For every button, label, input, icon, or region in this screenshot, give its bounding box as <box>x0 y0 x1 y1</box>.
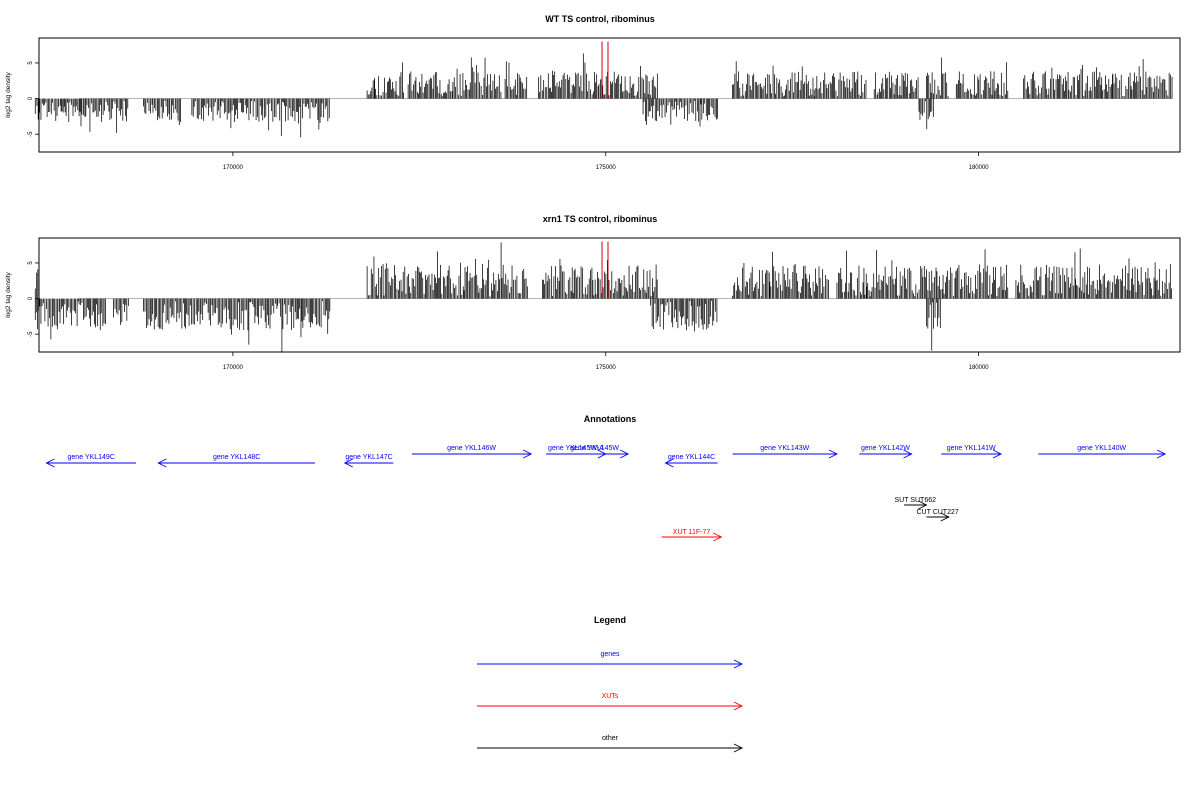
y-axis-label: log2 tag density <box>5 71 12 117</box>
gene-arrow-head <box>619 449 630 459</box>
y-tick-label: -5 <box>28 331 34 337</box>
gene-arrow-head <box>903 449 913 459</box>
gene-arrow-head <box>664 458 674 468</box>
gene-arrow: gene YKL144C <box>664 454 718 468</box>
plot-frame <box>38 237 1181 353</box>
other-arrow: SUT SUT662 <box>895 497 937 510</box>
other-arrow: CUT CUT227 <box>916 509 959 522</box>
gene-label: gene YKL145W-A <box>548 445 604 452</box>
xut-arrow-head <box>713 532 723 542</box>
legend: Legend genes XUTs other <box>477 615 744 753</box>
legend-item-head <box>733 701 744 711</box>
panel-title: xrn1 TS control, ribominus <box>543 214 658 224</box>
x-tick-label: 180000 <box>969 165 990 171</box>
gene-arrow-head <box>343 458 353 468</box>
gene-label: gene YKL143W <box>760 445 809 452</box>
xut-label: XUT 11F-77 <box>673 529 711 536</box>
xut-arrow: XUT 11F-77 <box>661 529 723 542</box>
legend-item: genes <box>477 651 744 669</box>
gene-arrow: gene YKL143W <box>732 445 838 459</box>
gene-label: gene YKL149C <box>68 454 115 461</box>
gene-label: gene YKL147C <box>345 454 392 461</box>
x-axis: 170000 175000 180000 <box>223 152 989 171</box>
gene-arrow: gene YKL148C <box>157 454 315 468</box>
y-tick-label: 0 <box>28 96 34 100</box>
gene-arrow-head <box>828 449 838 459</box>
gene-annotations: gene YKL149C gene YKL148C gene YKL147C gene… <box>45 445 1167 468</box>
y-tick-label: -5 <box>28 131 34 137</box>
other-arrow-head <box>918 500 928 510</box>
gene-arrow: gene YKL146W <box>411 445 533 459</box>
legend-item-head <box>733 659 744 669</box>
x-tick-label: 170000 <box>223 365 244 371</box>
y-tick-label: 5 <box>28 61 34 65</box>
legend-item-head <box>733 743 744 753</box>
legend-item: other <box>477 735 744 753</box>
gene-label: gene YKL144C <box>668 454 715 461</box>
other-annotations: SUT SUT662 CUT CUT227 <box>895 497 959 522</box>
coverage-panel-1: xrn1 TS control, ribominus -5 0 5 log2 tag d… <box>5 214 1181 371</box>
x-tick-label: 175000 <box>596 365 617 371</box>
legend-label: XUTs <box>602 693 619 700</box>
y-tick-label: 0 <box>28 296 34 300</box>
other-label: SUT SUT662 <box>895 497 937 504</box>
gene-arrow-head <box>157 458 167 468</box>
y-axis: -5 0 5 <box>28 61 39 137</box>
legend-label: other <box>602 735 619 742</box>
xut-annotations: XUT 11F-77 <box>661 529 723 542</box>
y-axis-label: log2 tag density <box>5 271 12 317</box>
legend-item: XUTs <box>477 693 744 711</box>
x-axis: 170000 175000 180000 <box>223 352 989 371</box>
density-bars <box>34 241 1172 353</box>
gene-arrow: gene YKL147C <box>343 454 394 468</box>
coverage-panel-0: WT TS control, ribominus -5 0 5 log2 tag den… <box>5 14 1181 171</box>
gene-label: gene YKL141W <box>947 445 996 452</box>
gene-arrow: gene YKL149C <box>45 454 136 468</box>
gene-label: gene YKL142W <box>861 445 910 452</box>
other-label: CUT CUT227 <box>916 509 958 516</box>
density-bars <box>34 41 1173 138</box>
gene-label: gene YKL146W <box>447 445 496 452</box>
panel-title: WT TS control, ribominus <box>545 14 655 24</box>
x-tick-label: 180000 <box>969 365 990 371</box>
x-tick-label: 170000 <box>223 165 244 171</box>
gene-arrow: gene YKL140W <box>1038 445 1167 459</box>
plot-frame <box>38 37 1181 153</box>
gene-arrow: gene YKL141W <box>941 445 1003 459</box>
y-tick-label: 5 <box>28 261 34 265</box>
gene-label: gene YKL140W <box>1077 445 1126 452</box>
gene-arrow-head <box>45 458 55 468</box>
gene-arrow-head <box>1156 449 1167 459</box>
gene-label: gene YKL148C <box>213 454 260 461</box>
gene-arrow: gene YKL142W <box>859 445 913 459</box>
x-tick-label: 175000 <box>596 165 617 171</box>
gene-label: gene YKL145W <box>570 445 619 452</box>
gene-arrow-head <box>992 449 1003 459</box>
other-arrow-head <box>940 512 950 522</box>
gene-arrow: gene YKL145W <box>561 445 630 459</box>
annotations-title: Annotations <box>584 414 637 424</box>
legend-title: Legend <box>594 615 626 625</box>
gene-arrow-head <box>522 449 533 459</box>
legend-label: genes <box>600 651 620 658</box>
